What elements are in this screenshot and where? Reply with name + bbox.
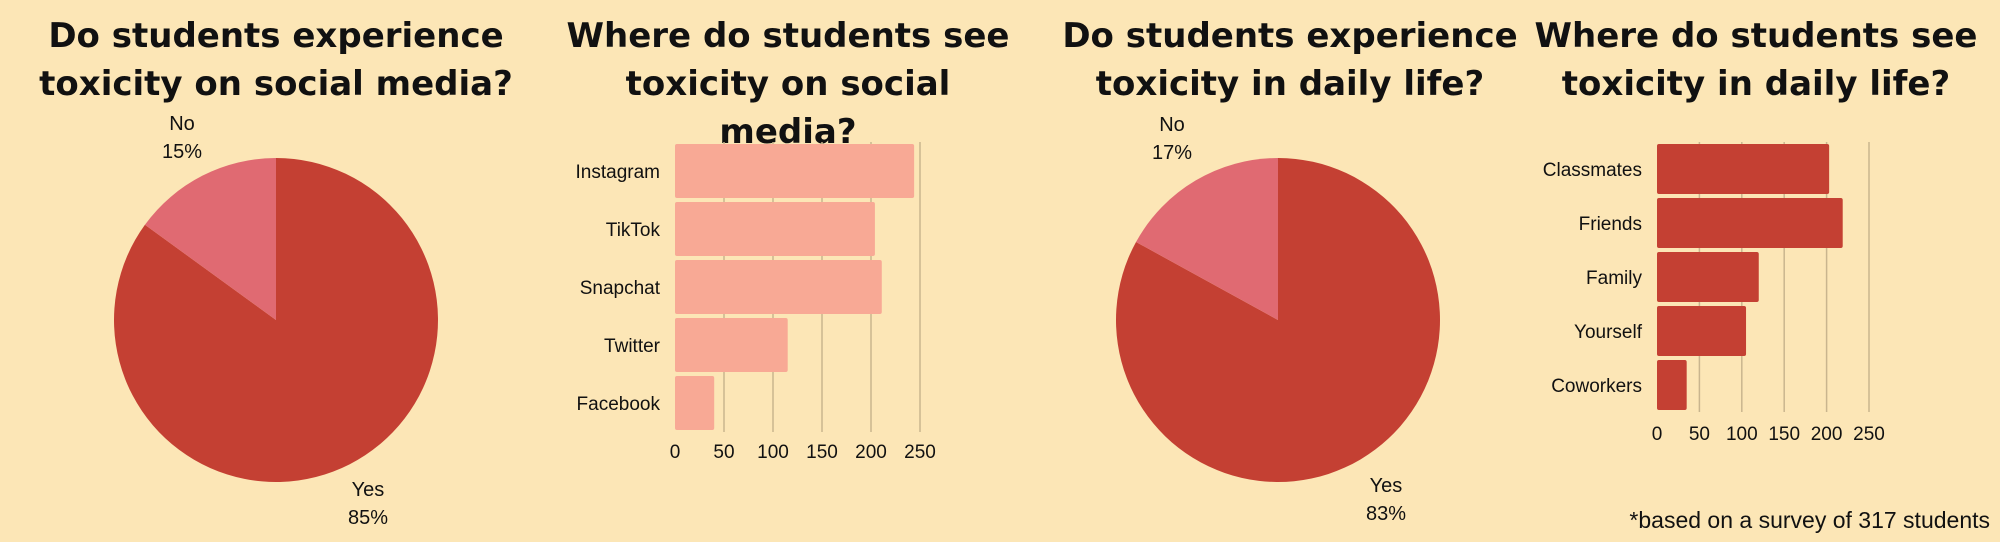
pie-percent-no: 15%	[162, 141, 202, 163]
bar-facebook	[675, 376, 715, 430]
survey-footnote: *based on a survey of 317 students	[1629, 507, 1990, 533]
bar-friends	[1657, 198, 1843, 248]
bar-tiktok	[675, 202, 875, 256]
x-tick-label: 100	[1726, 424, 1758, 445]
bar-panel-daily-life: Where do students see toxicity in daily …	[1512, 0, 2000, 542]
x-tick-label: 250	[1853, 424, 1885, 445]
pie-slice-no	[1136, 158, 1278, 320]
x-tick-label: 0	[1652, 424, 1663, 445]
pie-panel-social-media: Do students experience toxicity on socia…	[0, 0, 552, 542]
bar-classmates	[1657, 144, 1830, 194]
bar-panel-social-media: Where do students see toxicity on social…	[552, 0, 1024, 542]
pie-label-no: No	[1159, 114, 1185, 136]
category-label: Facebook	[577, 394, 661, 415]
bar-twitter	[675, 318, 788, 372]
category-label: Friends	[1579, 214, 1642, 235]
pie-percent-yes: 83%	[1366, 503, 1406, 525]
x-tick-label: 200	[855, 442, 887, 463]
x-tick-label: 50	[713, 442, 734, 463]
pie-label-yes: Yes	[1370, 475, 1403, 497]
pie-label-yes: Yes	[352, 479, 385, 501]
category-label: TikTok	[606, 220, 661, 241]
x-tick-label: 50	[1689, 424, 1710, 445]
pie-chart-daily-life: Yes 83% No 17%	[1116, 114, 1440, 525]
bar-yourself	[1657, 306, 1747, 356]
x-tick-label: 150	[1768, 424, 1800, 445]
x-tick-label: 150	[806, 442, 838, 463]
bar-family	[1657, 252, 1759, 302]
category-label: Snapchat	[580, 278, 661, 299]
pie-label-no: No	[169, 113, 195, 135]
category-label: Instagram	[576, 162, 660, 183]
pie-slice-no	[144, 158, 276, 320]
bar-chart-daily-life: 0 50 100 150 200 250 Classmates Friends Family Yo…	[1543, 142, 1885, 445]
chart-title: Where do students see toxicity on social…	[566, 16, 1010, 152]
category-label: Coworkers	[1551, 376, 1642, 397]
category-label: Classmates	[1543, 160, 1642, 181]
bar-snapchat	[675, 260, 882, 314]
x-tick-label: 200	[1811, 424, 1843, 445]
pie-panel-daily-life: Do students experience toxicity in daily…	[1024, 0, 1556, 542]
x-tick-label: 100	[757, 442, 789, 463]
pie-chart-social-media: Yes 85% No 15%	[113, 113, 439, 529]
category-label: Twitter	[604, 336, 661, 357]
x-tick-label: 0	[670, 442, 681, 463]
bar-instagram	[675, 144, 915, 198]
bar-chart-social-media: 0 50 100 150 200 250 Instagram TikTok Snapchat Tw…	[576, 142, 936, 463]
bar-coworkers	[1657, 360, 1687, 410]
chart-title: Where do students see toxicity in daily …	[1534, 16, 1978, 104]
category-label: Family	[1586, 268, 1642, 289]
category-label: Yourself	[1574, 322, 1643, 343]
chart-title: Do students experience toxicity in daily…	[1062, 16, 1518, 104]
x-tick-label: 250	[904, 442, 936, 463]
pie-percent-yes: 85%	[348, 507, 388, 529]
chart-title: Do students experience toxicity on socia…	[39, 16, 513, 104]
pie-percent-no: 17%	[1152, 142, 1192, 164]
